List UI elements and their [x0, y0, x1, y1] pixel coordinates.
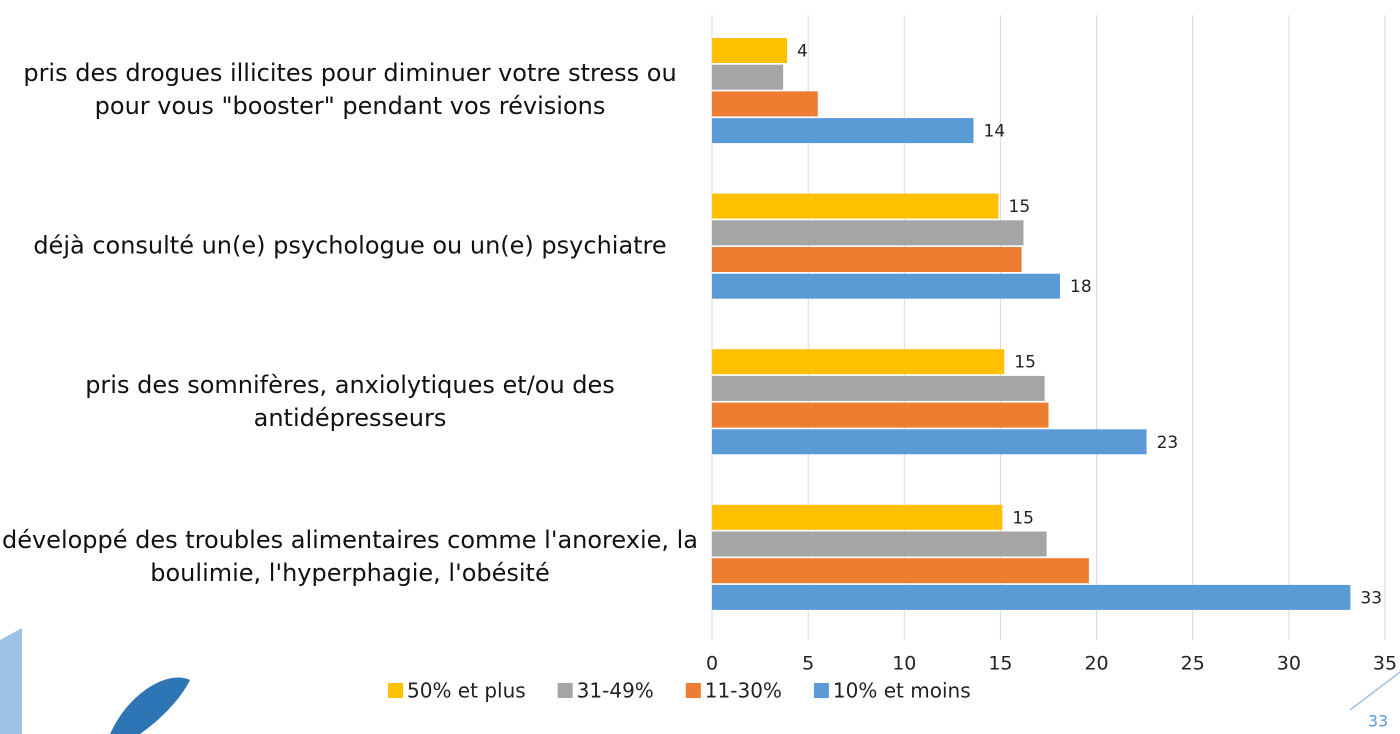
legend-label: 10% et moins — [833, 679, 971, 703]
legend-label: 11-30% — [705, 679, 782, 703]
bar — [712, 584, 1351, 610]
bar — [712, 349, 1005, 375]
bar — [712, 402, 1049, 428]
data-label: 4 — [797, 42, 808, 62]
category-label: pris des somnifères, anxiolytiques et/ou… — [85, 370, 615, 432]
legend-swatch — [557, 683, 573, 698]
data-label: 18 — [1070, 277, 1092, 297]
bar — [712, 504, 1003, 530]
x-tick-label: 35 — [1373, 653, 1397, 675]
bar — [712, 558, 1089, 584]
x-tick-label: 15 — [988, 653, 1012, 675]
bar — [712, 64, 784, 90]
category-label: pris des drogues illicites pour diminuer… — [23, 59, 677, 121]
bar — [712, 375, 1045, 401]
page-number: 33 — [1368, 712, 1388, 731]
data-label: 15 — [1012, 508, 1034, 528]
legend-label: 50% et plus — [407, 679, 526, 703]
data-label: 15 — [1009, 197, 1031, 217]
decor-line — [1349, 671, 1400, 711]
legend-swatch — [813, 683, 829, 698]
bar — [712, 38, 787, 63]
x-tick-label: 25 — [1181, 653, 1205, 675]
bar — [712, 429, 1147, 455]
category-label: développé des troubles alimentaires comm… — [1, 526, 699, 588]
bar — [712, 220, 1024, 246]
logo — [110, 677, 190, 734]
bar — [712, 531, 1047, 557]
bar — [712, 91, 818, 117]
decor-shape — [0, 628, 22, 734]
legend-swatch — [388, 683, 403, 698]
bar — [712, 118, 974, 144]
data-label: 33 — [1360, 588, 1382, 608]
category-label: déjà consulté un(e) psychologue ou un(e)… — [33, 231, 667, 260]
bar — [712, 193, 999, 219]
x-tick-label: 10 — [892, 653, 916, 675]
bar — [712, 273, 1061, 299]
data-label: 23 — [1157, 433, 1179, 453]
x-tick-label: 0 — [706, 653, 718, 675]
data-label: 14 — [984, 122, 1006, 142]
legend-label: 31-49% — [577, 679, 654, 703]
x-tick-label: 5 — [802, 653, 814, 675]
x-tick-label: 20 — [1084, 653, 1108, 675]
legend-swatch — [685, 683, 701, 698]
data-label: 15 — [1014, 353, 1036, 373]
bar — [712, 247, 1022, 272]
x-tick-label: 30 — [1277, 653, 1301, 675]
